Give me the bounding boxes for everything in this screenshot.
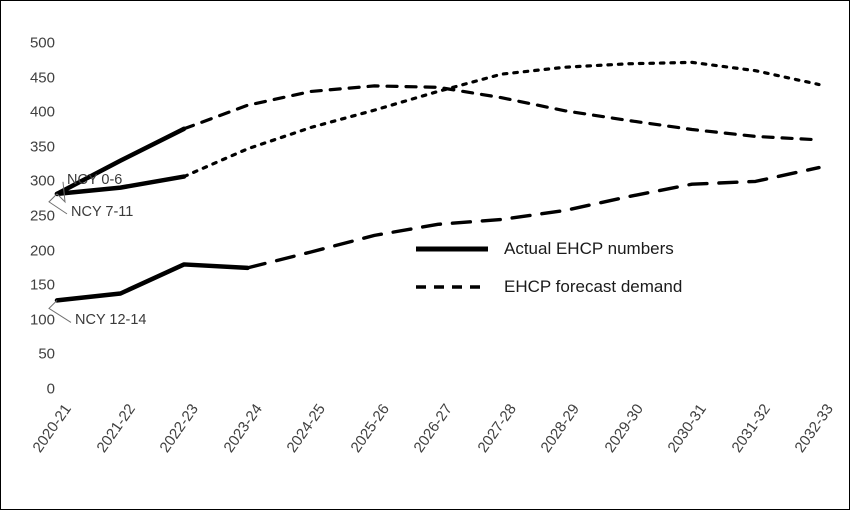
y-tick-label: 200: [15, 242, 55, 259]
series-ncy12-14-actual: [57, 264, 248, 300]
y-tick-label: 100: [15, 311, 55, 328]
series-label: NCY 12-14: [75, 312, 146, 328]
y-tick-label: 400: [15, 104, 55, 121]
series-ncy0-6-forecast: [184, 86, 819, 140]
y-tick-label: 0: [15, 381, 55, 398]
y-tick-label: 450: [15, 69, 55, 86]
series-label: NCY 0-6: [67, 172, 122, 188]
y-tick-label: 50: [15, 346, 55, 363]
legend-label: EHCP forecast demand: [504, 277, 682, 297]
legend-label: Actual EHCP numbers: [504, 239, 674, 259]
legend-swatch: [416, 282, 488, 292]
legend-item: Actual EHCP numbers: [416, 239, 682, 259]
series-label: NCY 7-11: [71, 204, 133, 220]
legend: Actual EHCP numbers EHCP forecast demand: [416, 239, 682, 297]
y-tick-label: 350: [15, 138, 55, 155]
series-ncy7-11-forecast: [184, 62, 819, 176]
y-tick-label: 500: [15, 35, 55, 52]
y-tick-label: 300: [15, 173, 55, 190]
y-tick-label: 250: [15, 208, 55, 225]
legend-swatch: [416, 244, 488, 254]
chart-frame: 0501001502002503003504004505002020-21202…: [0, 0, 850, 510]
y-tick-label: 150: [15, 277, 55, 294]
legend-item: EHCP forecast demand: [416, 277, 682, 297]
